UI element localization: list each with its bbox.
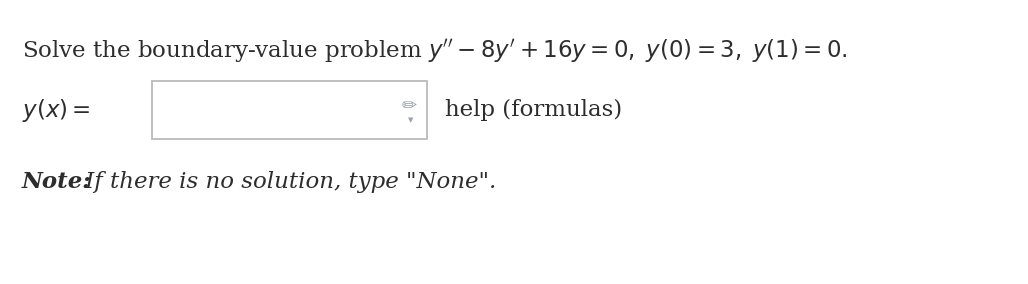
Text: ✏: ✏ — [401, 97, 416, 115]
Text: ▼: ▼ — [408, 117, 413, 123]
Text: Note:: Note: — [22, 171, 91, 193]
Text: help (formulas): help (formulas) — [445, 99, 622, 121]
Text: $y(x) =$: $y(x) =$ — [22, 97, 90, 124]
Text: Solve the boundary-value problem $y^{\prime\prime} - 8y^{\prime} + 16y = 0,\; y(: Solve the boundary-value problem $y^{\pr… — [22, 38, 848, 66]
Text: If there is no solution, type "None".: If there is no solution, type "None". — [78, 171, 497, 193]
FancyBboxPatch shape — [152, 81, 427, 139]
